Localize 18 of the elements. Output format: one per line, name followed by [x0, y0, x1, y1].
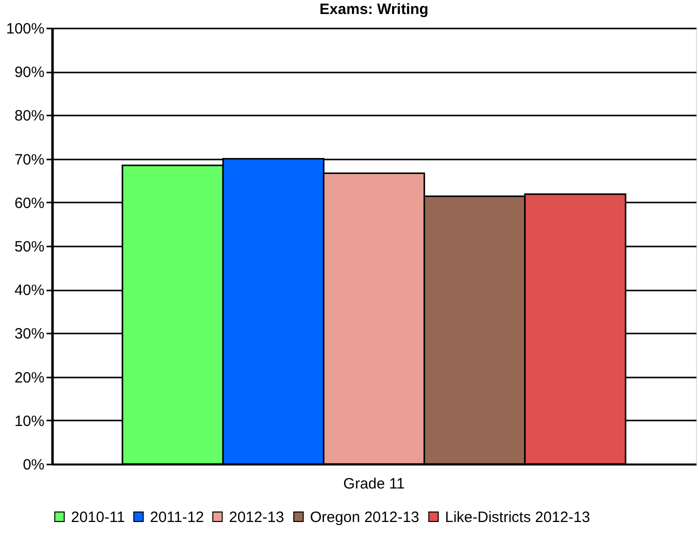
y-tick-label: 100%: [6, 20, 44, 38]
legend-label: Oregon 2012-13: [310, 508, 420, 526]
y-tick-label: 50%: [14, 238, 44, 256]
y-tick-label: 70%: [14, 151, 44, 168]
y-tick-label: 60%: [14, 194, 44, 212]
y-tick-label: 10%: [14, 412, 44, 430]
y-tick-label: 90%: [14, 64, 44, 82]
y-tick-label: 80%: [14, 108, 44, 125]
y-tick-label: 0%: [22, 456, 44, 474]
legend-label: 2010-11: [71, 508, 125, 526]
legend-label: Like-Districts 2012-13: [445, 508, 590, 526]
legend-label: 2011-12: [150, 508, 204, 526]
legend-label: 2012-13: [229, 508, 284, 526]
y-tick-label: 40%: [14, 282, 44, 300]
x-tick-label: Grade 11: [343, 476, 405, 492]
chart-title: Exams: Writing: [320, 1, 428, 18]
y-tick-label: 30%: [14, 326, 44, 343]
y-tick-label: 20%: [14, 369, 44, 386]
